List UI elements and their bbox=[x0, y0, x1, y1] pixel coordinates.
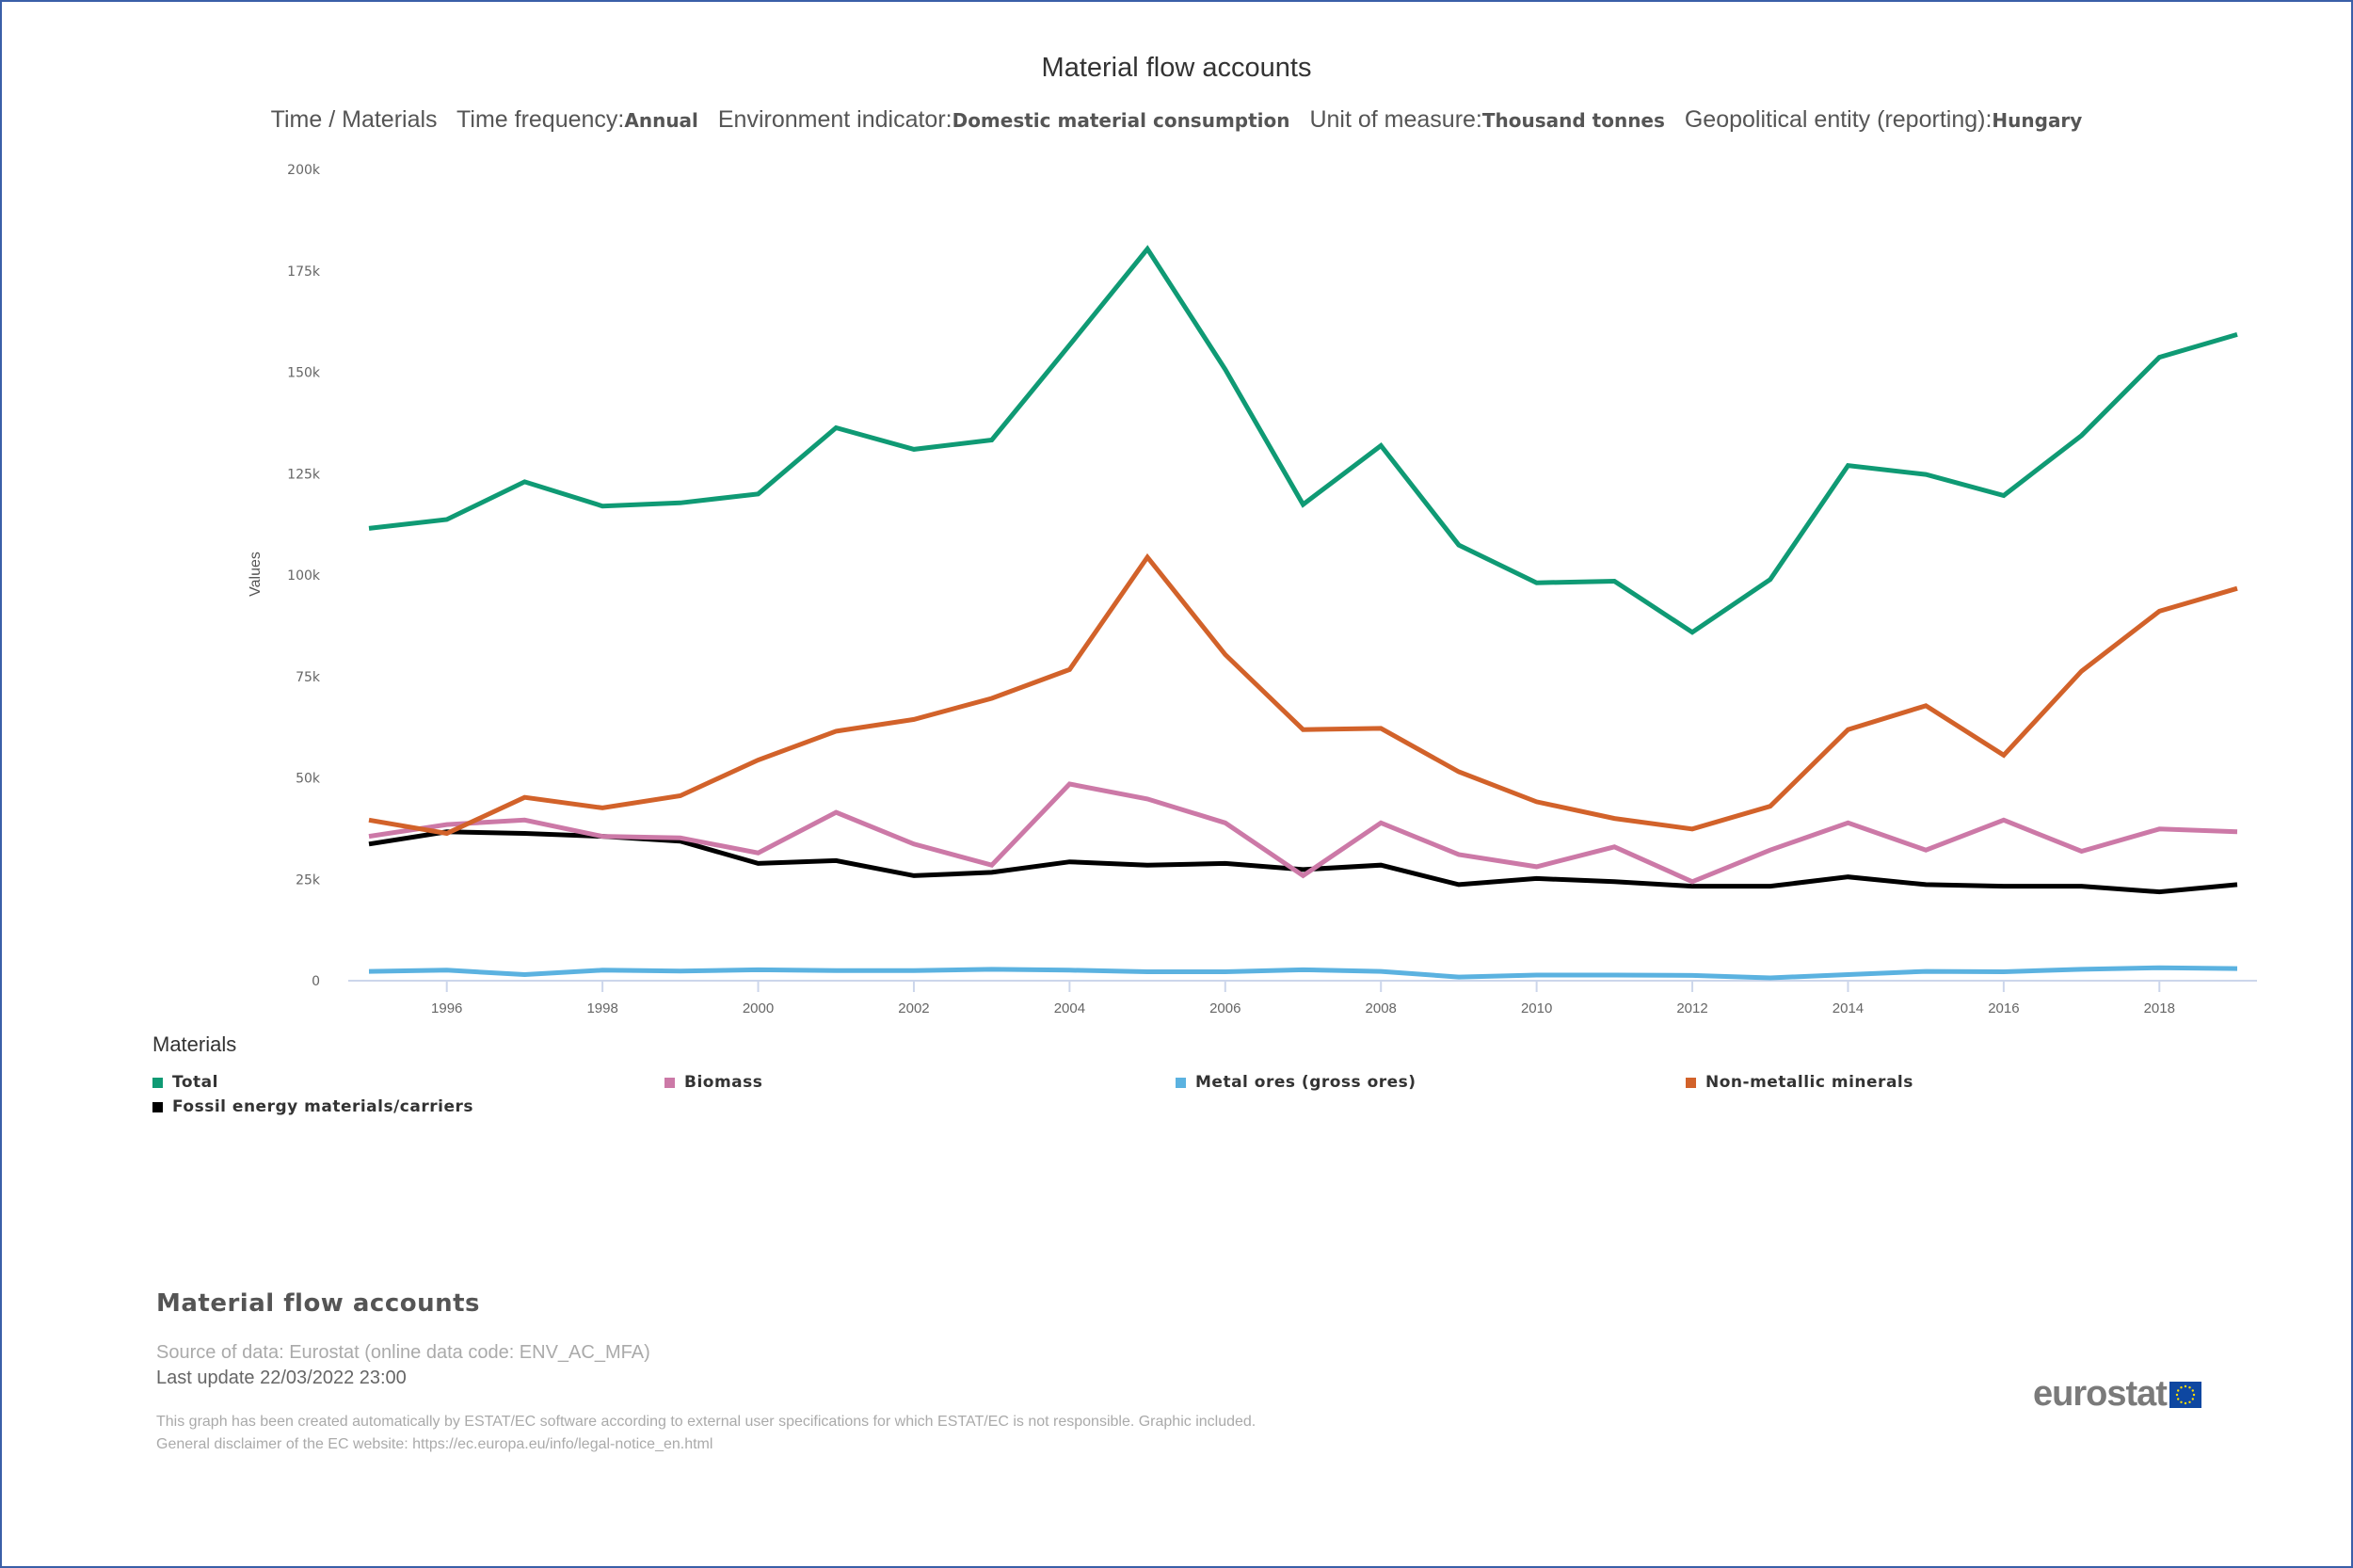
eurostat-logo-text: eurostat bbox=[2033, 1374, 2168, 1414]
x-tick-label: 2008 bbox=[1366, 1000, 1397, 1016]
x-tick-label: 2016 bbox=[1988, 1000, 2019, 1016]
y-tick-label: 0 bbox=[312, 974, 320, 989]
subtitle-frequency-value: Annual bbox=[624, 109, 698, 132]
x-tick-label: 1996 bbox=[431, 1000, 462, 1016]
subtitle-unit-label: Unit of measure: bbox=[1309, 106, 1482, 133]
subtitle-unit-value: Thousand tonnes bbox=[1481, 109, 1665, 132]
footer-title: Material flow accounts bbox=[156, 1289, 481, 1318]
legend-swatch-icon bbox=[1686, 1077, 1696, 1088]
legend-label: Metal ores (gross ores) bbox=[1195, 1073, 1417, 1092]
legend-swatch-icon bbox=[152, 1077, 163, 1088]
y-tick-label: 125k bbox=[287, 467, 321, 482]
chart-title: Material flow accounts bbox=[1041, 53, 1312, 83]
legend-label: Total bbox=[172, 1073, 218, 1092]
line-chart: 0 25k 50k 75k 100k 125k 150k 175k 200k 1996 1998 2… bbox=[248, 163, 2257, 1016]
legend-item-metal-ores-gross-ores[interactable]: Metal ores (gross ores) bbox=[1176, 1073, 1417, 1092]
x-tick-label: 2014 bbox=[1833, 1000, 1864, 1016]
y-tick-label: 150k bbox=[287, 366, 321, 381]
subtitle-geo-label: Geopolitical entity (reporting): bbox=[1684, 106, 1993, 133]
x-tick-label: 2012 bbox=[1676, 1000, 1707, 1016]
x-tick-label: 2000 bbox=[743, 1000, 774, 1016]
legend-item-biomass[interactable]: Biomass bbox=[664, 1073, 762, 1092]
legend-label: Non-metallic minerals bbox=[1705, 1073, 1913, 1092]
chart-subtitle: Time / Materials Time frequency:Annual E… bbox=[0, 106, 2353, 134]
footer-last-update: Last update 22/03/2022 23:00 bbox=[156, 1368, 407, 1388]
series-lines bbox=[368, 245, 2238, 981]
series-line-fossil-energy-materials-carriers[interactable] bbox=[368, 829, 2238, 895]
series-line-total[interactable] bbox=[368, 245, 2238, 635]
subtitle-geo-value: Hungary bbox=[1992, 109, 2083, 132]
series-line-biomass[interactable] bbox=[368, 781, 2238, 885]
legend-item-fossil-energy-materials-carriers[interactable]: Fossil energy materials/carriers bbox=[152, 1097, 473, 1116]
series-line-non-metallic-minerals[interactable] bbox=[368, 552, 2238, 837]
x-tick-label: 2004 bbox=[1054, 1000, 1085, 1016]
y-tick-label: 25k bbox=[296, 872, 321, 888]
x-tick-label: 1998 bbox=[586, 1000, 617, 1016]
x-axis: 1996 1998 2000 2002 2004 2006 2008 2010 2012 2014… bbox=[348, 980, 2257, 1016]
subtitle-frequency-label: Time frequency: bbox=[456, 106, 625, 133]
y-tick-label: 100k bbox=[287, 568, 321, 584]
eurostat-logo: eurostat bbox=[2033, 1374, 2201, 1415]
legend-item-total[interactable]: Total bbox=[152, 1073, 218, 1092]
eu-flag-icon bbox=[2169, 1381, 2201, 1408]
legend-title: Materials bbox=[152, 1032, 237, 1056]
x-tick-label: 2018 bbox=[2144, 1000, 2175, 1016]
legend-swatch-icon bbox=[1176, 1077, 1186, 1088]
x-tick-label: 2010 bbox=[1521, 1000, 1552, 1016]
x-tick-label: 2002 bbox=[898, 1000, 929, 1016]
legend-swatch-icon bbox=[152, 1101, 163, 1112]
legend-swatch-icon bbox=[664, 1077, 675, 1088]
footer-disclaimer: This graph has been created automaticall… bbox=[156, 1414, 1257, 1430]
subtitle-indicator-label: Environment indicator: bbox=[717, 106, 952, 133]
subtitle-indicator-value: Domestic material consumption bbox=[952, 109, 1290, 132]
y-axis: 0 25k 50k 75k 100k 125k 150k 175k 200k bbox=[287, 163, 321, 989]
legend-label: Fossil energy materials/carriers bbox=[172, 1097, 473, 1116]
legend-item-non-metallic-minerals[interactable]: Non-metallic minerals bbox=[1686, 1073, 1913, 1092]
y-tick-label: 175k bbox=[287, 264, 321, 280]
series-line-metal-ores-gross-ores[interactable] bbox=[368, 965, 2238, 981]
y-tick-label: 75k bbox=[296, 670, 321, 685]
x-tick-label: 2006 bbox=[1209, 1000, 1241, 1016]
subtitle-dimension: Time / Materials bbox=[270, 106, 438, 133]
y-tick-label: 50k bbox=[296, 772, 321, 787]
legend-label: Biomass bbox=[684, 1073, 763, 1092]
footer-legal-notice: General disclaimer of the EC website: ht… bbox=[156, 1436, 713, 1452]
footer-source: Source of data: Eurostat (online data co… bbox=[156, 1342, 650, 1363]
y-tick-label: 200k bbox=[287, 163, 321, 178]
y-axis-label: Values bbox=[248, 552, 264, 597]
